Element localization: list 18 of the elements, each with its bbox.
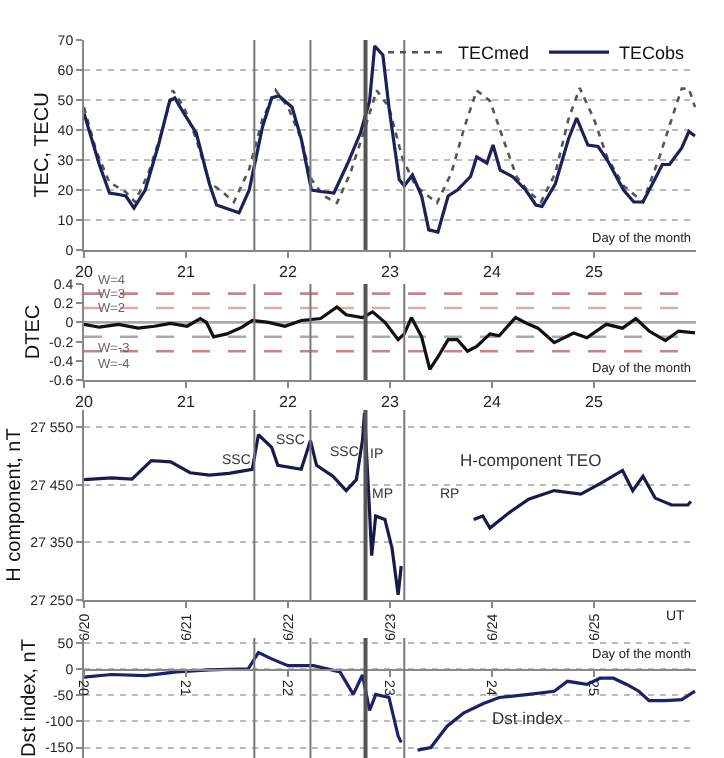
x-tick-label: 24 bbox=[483, 263, 502, 282]
annotation: H-component TEO bbox=[460, 450, 603, 470]
x-tick-label: 21 bbox=[177, 263, 196, 282]
legend-label: TECobs bbox=[619, 43, 686, 64]
x-tick-label: 23 bbox=[381, 393, 400, 412]
x-tick-label: 22 bbox=[279, 393, 298, 412]
x-tick-label: 23 bbox=[381, 263, 400, 282]
y-axis-title: H component, nT bbox=[4, 428, 27, 582]
y-axis-title: DTEC bbox=[23, 304, 46, 360]
x-tick-label: 22 bbox=[279, 263, 298, 282]
y-axis-title: TEC, TECU bbox=[31, 92, 54, 198]
x-tick-label: 21 bbox=[177, 393, 196, 412]
y-axis-title: Dst index, nT bbox=[19, 639, 42, 757]
annotation: Dst index bbox=[492, 708, 565, 728]
x-tick-label: 25 bbox=[585, 263, 604, 282]
legend-label: TECmed bbox=[458, 43, 530, 64]
x-tick-label: 24 bbox=[483, 393, 502, 412]
x-tick-label: 25 bbox=[585, 393, 604, 412]
